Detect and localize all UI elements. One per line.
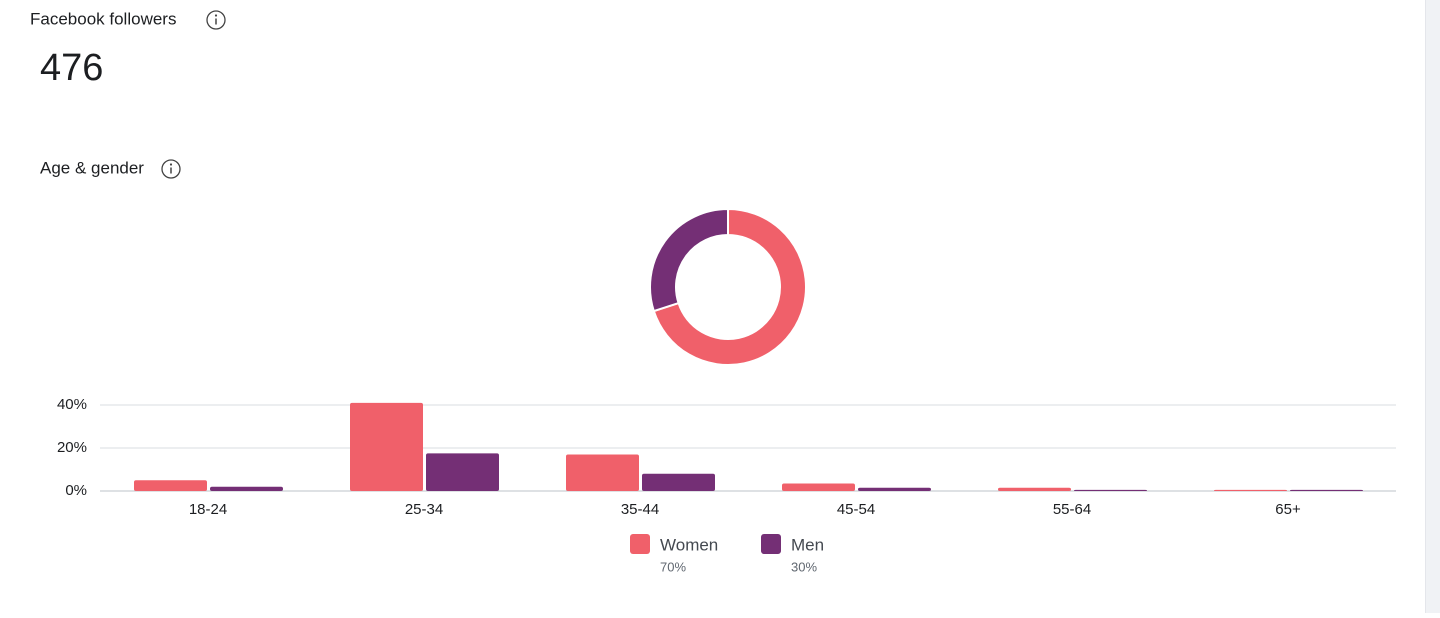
bar	[350, 402, 423, 491]
bar	[998, 487, 1071, 491]
bar	[1290, 489, 1363, 491]
legend-label: Women	[660, 535, 718, 554]
y-tick-label: 40%	[57, 396, 87, 413]
legend-value: 70%	[660, 559, 686, 574]
card-title: Facebook followers	[30, 9, 176, 28]
info-icon-circle	[161, 159, 181, 179]
x-tick-label: 35-44	[621, 501, 659, 518]
follower-count: 476	[40, 47, 103, 89]
x-tick-label: 25-34	[405, 501, 443, 518]
bar	[426, 453, 499, 491]
legend-value: 30%	[791, 559, 817, 574]
bar	[134, 480, 207, 491]
legend-swatch	[630, 534, 650, 554]
donut-segment	[652, 207, 807, 366]
x-tick-label: 45-54	[837, 501, 875, 518]
x-tick-label: 65+	[1275, 501, 1301, 518]
legend-label: Men	[791, 535, 824, 554]
x-tick-label: 18-24	[189, 501, 227, 518]
donut-segment	[649, 207, 729, 313]
bar	[642, 473, 715, 491]
bar	[782, 483, 855, 491]
info-icon-circle	[206, 10, 226, 30]
bar	[1074, 489, 1147, 491]
legend-swatch	[761, 534, 781, 554]
info-icon-dot	[214, 14, 218, 17]
bar	[566, 454, 639, 491]
scrollbar-track	[1425, 0, 1440, 613]
bar	[1214, 489, 1287, 491]
info-icon[interactable]	[206, 10, 226, 30]
y-tick-label: 20%	[57, 439, 87, 456]
bar	[210, 486, 283, 491]
info-icon-dot	[169, 163, 173, 166]
bar	[858, 487, 931, 491]
x-tick-label: 55-64	[1053, 501, 1091, 518]
info-icon[interactable]	[161, 159, 181, 179]
y-tick-label: 0%	[65, 482, 87, 499]
section-title: Age & gender	[40, 158, 144, 177]
